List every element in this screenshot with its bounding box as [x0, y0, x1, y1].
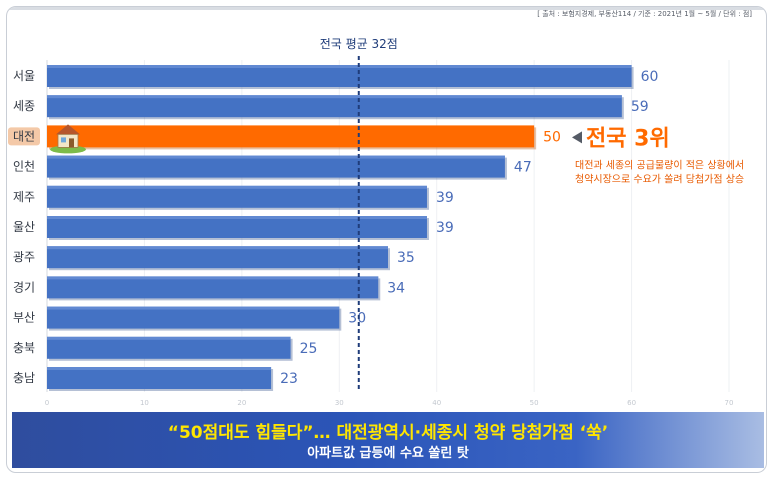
x-tick-label: 30 — [335, 399, 344, 407]
rank-note-line: 청약시장으로 수요가 쏠려 당첨가점 상승 — [575, 173, 744, 185]
value-label: 25 — [300, 341, 318, 357]
house-icon-window — [61, 137, 66, 143]
bar-highlight-edge — [47, 276, 379, 280]
bar-부산 — [47, 306, 340, 329]
bar-highlight-edge — [47, 155, 505, 159]
value-label: 23 — [280, 371, 298, 387]
category-label: 경기 — [13, 280, 35, 294]
bar-경기 — [47, 276, 379, 299]
category-label: 충북 — [13, 341, 35, 355]
rank-annotation: 전국 3위 — [586, 126, 670, 151]
x-tick-label: 50 — [530, 399, 539, 407]
bar-인천 — [47, 155, 505, 178]
bar-chart: 0 10 20 30 40 50 60 70 서울 60 세종 59 대전 50 인천 47 제주 39 울산 39… — [8, 37, 744, 407]
category-label: 세종 — [13, 99, 35, 113]
x-tick-label: 0 — [45, 399, 49, 407]
bar-highlight-edge — [47, 246, 388, 250]
bar-highlight-edge — [47, 367, 272, 370]
bar-제주 — [47, 185, 427, 208]
pointer-arrow-icon — [572, 131, 582, 144]
bar-대전 — [47, 125, 535, 148]
x-tick-label: 40 — [432, 399, 441, 407]
category-label: 서울 — [13, 69, 35, 83]
value-label: 39 — [436, 190, 454, 206]
bar-광주 — [47, 246, 388, 269]
bar-highlight-edge — [47, 306, 340, 310]
bar-highlight-edge — [47, 336, 291, 340]
average-line-label: 전국 평균 32점 — [320, 37, 398, 51]
rank-note-line: 대전과 세종의 공급물량이 적은 상황에서 — [575, 159, 744, 171]
house-icon — [50, 124, 86, 154]
bar-충북 — [47, 336, 291, 359]
bar-세종 — [47, 95, 622, 118]
x-tick-label: 60 — [627, 399, 636, 407]
category-label: 부산 — [13, 311, 35, 325]
highlight-category-badge — [8, 127, 40, 146]
value-label: 35 — [397, 250, 415, 266]
bar-highlight-edge — [47, 216, 427, 219]
bar-highlight-edge — [47, 185, 427, 189]
category-label: 광주 — [13, 250, 35, 264]
bar-울산 — [47, 216, 427, 238]
category-label: 대전 — [13, 129, 35, 143]
category-label: 울산 — [13, 220, 35, 234]
value-label: 50 — [543, 129, 561, 145]
bar-충남 — [47, 367, 272, 389]
house-icon-door — [69, 138, 74, 148]
headline-banner: “50점대도 힘들다”… 대전광역시·세종시 청약 당첨가점 ‘쑥’ 아파트값 … — [12, 412, 764, 468]
bar-layer — [47, 65, 634, 391]
banner-title: “50점대도 힘들다”… 대전광역시·세종시 청약 당첨가점 ‘쑥’ — [167, 423, 609, 443]
value-label: 59 — [631, 99, 649, 115]
bar-highlight-edge — [47, 95, 622, 99]
average-line-group: 전국 평균 32점 — [320, 37, 398, 392]
category-label: 제주 — [13, 190, 35, 204]
banner-subtitle: 아파트값 급등에 수요 쏠린 탓 — [307, 446, 469, 461]
category-label: 충남 — [13, 371, 35, 385]
value-label: 60 — [641, 69, 659, 85]
house-icon-roof — [56, 124, 80, 135]
x-tick-label: 70 — [725, 399, 734, 407]
value-label: 39 — [436, 220, 454, 236]
x-tick-label: 20 — [237, 399, 246, 407]
value-label: 47 — [514, 160, 532, 176]
source-note: [ 출처 : 보험지경제, 부동산114 / 기준 : 2021년 1월 ~ 5… — [537, 10, 752, 18]
value-label: 34 — [387, 280, 405, 296]
value-label: 30 — [348, 311, 366, 327]
bar-highlight-edge — [47, 65, 632, 68]
bar-서울 — [47, 65, 632, 87]
x-tick-label: 10 — [140, 399, 149, 407]
top-border — [7, 7, 766, 10]
label-layer: 서울 60 세종 59 대전 50 인천 47 제주 39 울산 39 광주 35 경기 34 부산 30 충북 25… — [8, 69, 658, 387]
category-label: 인천 — [13, 159, 35, 174]
